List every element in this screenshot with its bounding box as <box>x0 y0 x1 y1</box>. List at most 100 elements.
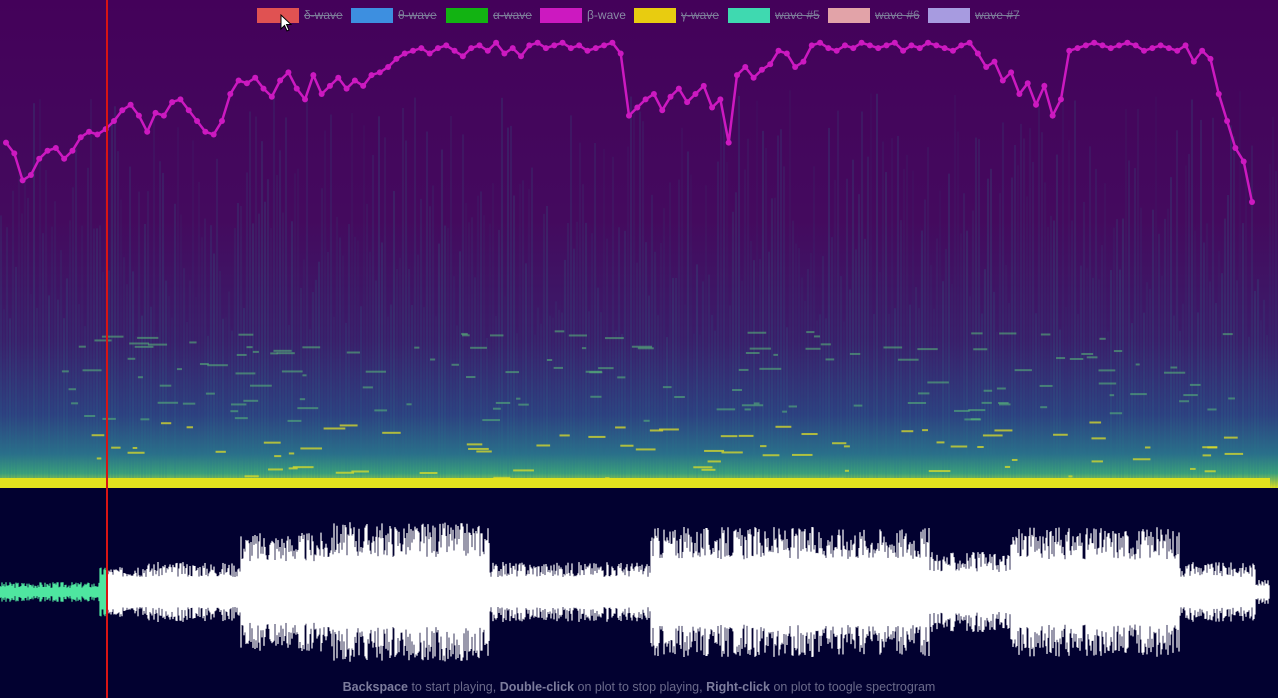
beta-wave-point-84 <box>692 91 699 97</box>
beta-wave-point-19 <box>152 109 159 116</box>
beta-wave-point-134 <box>1107 45 1114 52</box>
beta-wave-point-72 <box>592 45 599 52</box>
key-backspace: Backspace <box>342 680 408 694</box>
beta-wave-point-8 <box>61 155 68 162</box>
beta-wave-point-88 <box>725 139 732 146</box>
beta-wave-point-98 <box>808 42 815 49</box>
beta-wave-point-126 <box>1041 82 1048 89</box>
beta-wave-point-91 <box>750 74 757 81</box>
beta-wave-point-85 <box>700 82 707 89</box>
legend-swatch <box>828 7 870 23</box>
beta-wave-point-9 <box>69 147 76 154</box>
beta-wave-point-71 <box>584 47 591 54</box>
beta-wave-point-114 <box>941 45 948 52</box>
legend-label: wave #7 <box>975 8 1020 22</box>
beta-wave-point-130 <box>1074 45 1081 52</box>
beta-wave-point-5 <box>36 155 43 162</box>
legend-swatch <box>540 7 582 23</box>
beta-wave-point-150 <box>1240 158 1247 165</box>
beta-wave-point-58 <box>476 42 483 49</box>
legend-item-2[interactable]: θ-wave <box>351 6 437 24</box>
beta-wave-point-11 <box>86 128 93 135</box>
instruction-text-3: on plot to toogle spectrogram <box>769 680 936 694</box>
beta-wave-point-103 <box>850 45 857 52</box>
legend-label: wave #5 <box>775 8 820 22</box>
legend-item-6[interactable]: wave #5 <box>728 6 820 24</box>
legend-swatch <box>257 7 299 23</box>
beta-wave-point-28 <box>227 91 234 97</box>
legend-item-1[interactable]: δ-wave <box>257 6 343 24</box>
beta-wave-point-100 <box>825 45 832 52</box>
beta-wave-point-32 <box>260 85 267 92</box>
beta-wave-point-83 <box>684 99 691 106</box>
beta-wave-point-25 <box>202 128 209 135</box>
beta-wave-point-24 <box>194 118 201 124</box>
beta-wave-point-29 <box>235 77 242 84</box>
spectrogram-plot[interactable] <box>0 0 1278 488</box>
playhead-marker[interactable] <box>106 0 108 698</box>
beta-wave-point-53 <box>434 45 441 52</box>
beta-wave-point-108 <box>891 39 898 46</box>
beta-wave-point-129 <box>1066 47 1073 54</box>
beta-wave-point-92 <box>758 66 765 73</box>
beta-wave-point-86 <box>709 104 716 111</box>
beta-wave-point-113 <box>933 42 940 49</box>
beta-wave-point-93 <box>767 61 774 68</box>
beta-wave-point-12 <box>94 131 101 138</box>
instruction-text-1: to start playing, <box>407 680 500 694</box>
beta-wave-point-1 <box>3 139 9 146</box>
legend-label: θ-wave <box>398 8 437 22</box>
beta-wave-point-62 <box>509 45 516 52</box>
beta-wave-point-122 <box>1008 69 1015 76</box>
beta-wave-point-56 <box>459 53 466 60</box>
beta-wave-point-70 <box>576 42 583 49</box>
beta-wave-point-145 <box>1199 47 1206 54</box>
legend-item-3[interactable]: α-wave <box>446 6 532 24</box>
beta-wave-point-3 <box>19 177 26 184</box>
beta-wave-point-75 <box>617 50 624 57</box>
key-right-click: Right-click <box>706 680 770 694</box>
beta-wave-point-115 <box>949 47 956 54</box>
beta-wave-point-39 <box>318 91 325 97</box>
legend-swatch <box>446 7 488 23</box>
legend-label: γ-wave <box>681 8 720 22</box>
beta-wave-point-27 <box>218 118 225 124</box>
beta-wave-point-94 <box>775 47 782 54</box>
legend-item-5[interactable]: γ-wave <box>634 6 719 24</box>
spectrogram-canvas[interactable] <box>0 0 1278 488</box>
beta-wave-point-49 <box>401 50 408 57</box>
beta-wave-point-6 <box>44 147 51 154</box>
beta-wave-point-123 <box>1016 91 1023 97</box>
key-double-click: Double-click <box>499 680 575 694</box>
mouse-cursor-icon <box>280 14 293 32</box>
beta-wave-point-74 <box>609 39 616 46</box>
beta-wave-point-97 <box>800 58 807 65</box>
waveform-canvas[interactable] <box>0 488 1278 673</box>
beta-wave-point-42 <box>343 85 350 92</box>
beta-wave-point-47 <box>385 64 392 70</box>
beta-wave-point-69 <box>567 45 574 52</box>
beta-wave-point-76 <box>626 112 632 119</box>
beta-wave-point-38 <box>310 72 317 79</box>
legend-swatch <box>728 7 770 23</box>
legend-item-4[interactable]: β-wave <box>540 6 626 24</box>
beta-wave-point-149 <box>1232 145 1239 151</box>
beta-wave-point-147 <box>1215 91 1222 97</box>
beta-wave-point-63 <box>518 53 525 60</box>
legend-item-7[interactable]: wave #6 <box>828 6 920 24</box>
beta-wave-point-118 <box>974 50 981 57</box>
legend-label: β-wave <box>587 8 626 22</box>
beta-wave-point-21 <box>169 99 176 106</box>
beta-wave-point-50 <box>410 47 417 54</box>
beta-wave-point-125 <box>1033 101 1040 108</box>
beta-wave-point-117 <box>966 39 973 46</box>
beta-wave-point-10 <box>77 134 84 141</box>
legend-item-8[interactable]: wave #7 <box>928 6 1020 24</box>
beta-wave-point-43 <box>351 77 358 84</box>
beta-wave-point-52 <box>426 50 433 57</box>
beta-wave-point-15 <box>119 107 126 114</box>
beta-wave-point-141 <box>1165 45 1172 52</box>
waveform-plot[interactable] <box>0 488 1278 673</box>
beta-wave-point-54 <box>443 42 450 49</box>
beta-wave-point-55 <box>451 47 458 54</box>
